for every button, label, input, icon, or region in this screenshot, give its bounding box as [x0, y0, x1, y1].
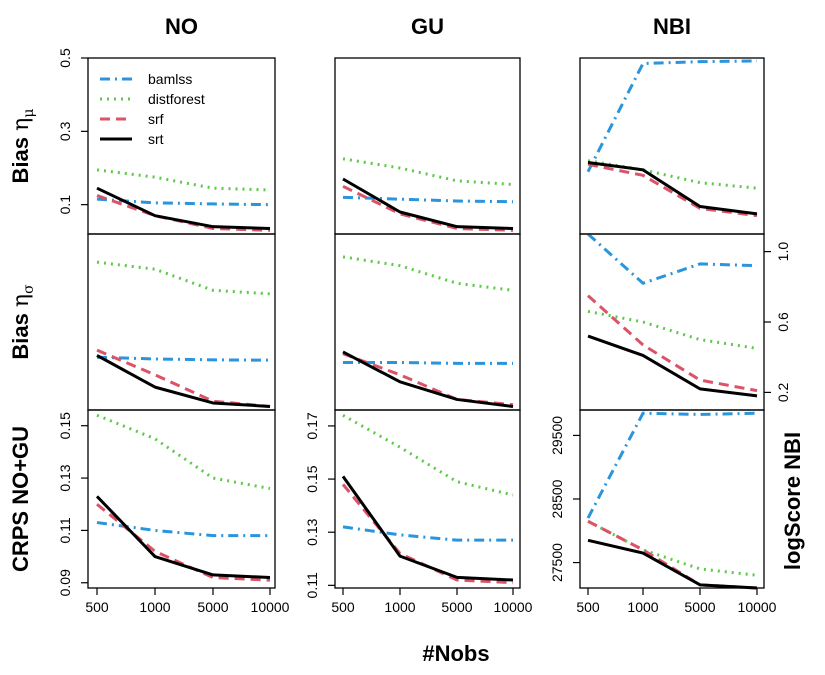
panel-frame	[334, 409, 521, 589]
x-tick-label: 500	[331, 599, 355, 615]
column-title-GU: GU	[411, 14, 444, 39]
row-title-right-score: logScore NBI	[780, 432, 805, 570]
y-tick-label: 0.13	[304, 518, 320, 545]
panel-frame	[579, 409, 765, 589]
x-tick-label: 500	[85, 599, 109, 615]
panel-sigma-NBI: 0.2 0.6 1.0	[579, 232, 791, 411]
y-tick-label: 0.13	[57, 464, 73, 491]
y-tick-label: 0.5	[57, 48, 73, 68]
legend-label-distforest: distforest	[148, 91, 205, 107]
series-line-srf	[96, 503, 271, 582]
series-line-srt	[587, 538, 758, 590]
y-tick-label: 0.2	[775, 382, 791, 402]
x-tick-label: 1000	[627, 599, 658, 615]
y-tick-label: 0.6	[775, 312, 791, 332]
panel-frame	[334, 233, 521, 411]
panel-sigma-GU	[334, 233, 521, 411]
series-line-bamlss	[343, 360, 513, 365]
series-line-bamlss	[586, 232, 758, 285]
legend-label-srt: srt	[148, 131, 164, 147]
series-line-srt	[96, 354, 271, 408]
panel-score-GU: 0.11 0.13 0.15 0.17 500 1000 5000 10000	[304, 409, 533, 615]
x-tick-label: 1000	[384, 599, 415, 615]
panel-sigma-NO	[87, 233, 276, 411]
y-tick-label: 0.09	[57, 569, 73, 596]
panel-score-NBI: 27500 28500 29500 500 1000 5000 10000	[549, 409, 777, 615]
panel-mu-NBI	[579, 57, 765, 235]
series-line-srf	[586, 294, 758, 393]
panel-frame	[87, 409, 276, 589]
column-title-NBI: NBI	[653, 14, 691, 39]
series-line-distforest	[96, 413, 271, 491]
series-line-srf	[342, 184, 514, 232]
legend-label-srf: srf	[148, 111, 164, 127]
x-tick-label: 10000	[251, 599, 290, 615]
series-line-srt	[96, 186, 271, 230]
panel-frame	[579, 57, 765, 235]
row-title-mu: Bias ημ	[8, 109, 37, 184]
series-line-distforest	[587, 519, 758, 577]
row-title-sigma: Bias ησ	[8, 284, 37, 360]
series-line-srt	[342, 177, 514, 230]
x-tick-label: 10000	[738, 599, 777, 615]
series-line-bamlss	[586, 411, 758, 519]
x-tick-label: 500	[576, 599, 600, 615]
y-tick-label: 0.3	[57, 121, 73, 141]
series-line-distforest	[96, 168, 271, 192]
y-tick-label: 28500	[549, 479, 565, 518]
panel-frame	[87, 233, 276, 411]
series-line-bamlss	[342, 525, 513, 542]
y-tick-label: 29500	[549, 416, 565, 455]
series-line-srf	[96, 194, 271, 232]
series-line-srf	[587, 519, 758, 590]
x-axis-title: #Nobs	[422, 641, 489, 666]
series-line-srt	[95, 495, 271, 580]
y-tick-label: 0.11	[304, 572, 320, 598]
series-line-distforest	[96, 260, 271, 296]
y-tick-label: 0.15	[304, 465, 320, 492]
y-tick-label: 0.15	[57, 412, 73, 439]
series-line-srt	[587, 161, 758, 216]
x-tick-label: 5000	[684, 599, 715, 615]
y-tick-label: 1.0	[775, 242, 791, 262]
series-line-distforest	[587, 309, 758, 350]
y-tick-label: 0.11	[57, 517, 73, 543]
x-tick-label: 1000	[139, 599, 170, 615]
panel-frame	[334, 57, 521, 235]
x-tick-label: 5000	[197, 599, 228, 615]
panel-score-NO: 0.09 0.11 0.13 0.15 500 1000 5000 10000	[57, 409, 290, 615]
y-tick-label: 0.1	[57, 195, 73, 215]
x-tick-label: 5000	[441, 599, 472, 615]
y-tick-label: 27500	[549, 543, 565, 582]
panel-mu-NO: 0.1 0.3 0.5 bamlss distforest srf srt	[57, 48, 276, 235]
series-line-distforest	[342, 157, 514, 186]
series-line-srf	[587, 162, 758, 218]
series-line-srt	[341, 475, 514, 582]
series-line-distforest	[342, 255, 514, 292]
series-line-distforest	[587, 159, 758, 190]
series-line-bamlss	[96, 355, 271, 362]
series-line-bamlss	[342, 195, 514, 204]
legend-label-bamlss: bamlss	[148, 71, 192, 87]
row-title-score: CRPS NO+GU	[8, 426, 33, 572]
series-line-srt	[342, 350, 514, 408]
legend: bamlss distforest srf srt	[100, 71, 205, 147]
y-tick-label: 0.17	[304, 412, 320, 439]
x-tick-label: 10000	[494, 599, 533, 615]
series-line-srt	[587, 334, 758, 398]
panel-frame	[579, 233, 765, 411]
column-title-NO: NO	[165, 14, 198, 39]
series-line-distforest	[342, 414, 514, 497]
panel-mu-GU	[334, 57, 521, 235]
series-line-bamlss	[586, 59, 758, 173]
